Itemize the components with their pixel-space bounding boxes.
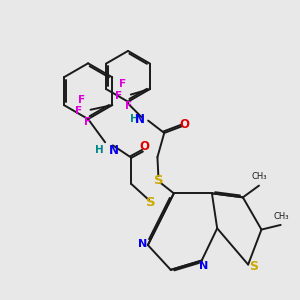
Text: H: H	[95, 145, 103, 155]
Text: F: F	[118, 80, 126, 89]
Text: F: F	[75, 106, 82, 116]
Text: N: N	[135, 112, 145, 125]
Text: O: O	[140, 140, 149, 153]
Text: F: F	[115, 92, 122, 101]
Text: CH₃: CH₃	[252, 172, 267, 181]
Text: S: S	[249, 260, 258, 273]
Text: N: N	[138, 238, 147, 248]
Text: F: F	[125, 101, 132, 111]
Text: S: S	[146, 196, 156, 208]
Text: H: H	[130, 114, 139, 124]
Text: F: F	[78, 95, 85, 105]
Text: O: O	[179, 118, 189, 131]
Text: S: S	[154, 174, 164, 187]
Text: N: N	[109, 144, 119, 157]
Text: F: F	[84, 116, 91, 127]
Text: CH₃: CH₃	[274, 212, 289, 220]
Text: N: N	[199, 261, 208, 271]
